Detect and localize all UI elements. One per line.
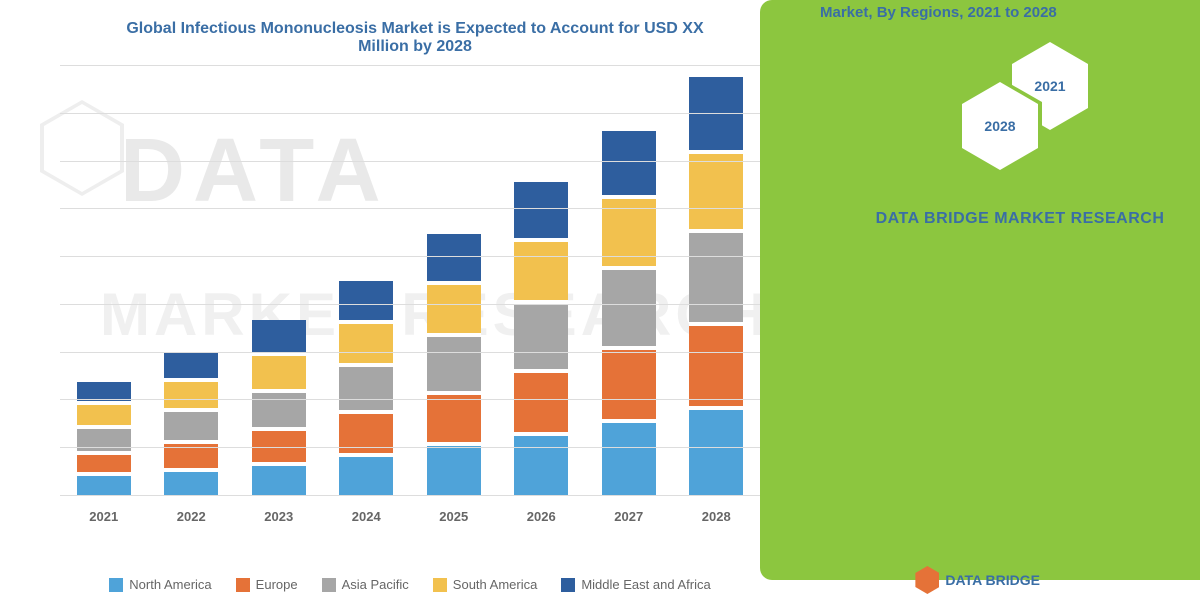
bar-segment bbox=[77, 472, 131, 496]
bar-segment bbox=[602, 419, 656, 496]
legend: North America Europe Asia Pacific South Ame… bbox=[60, 577, 760, 592]
bar-segment bbox=[602, 131, 656, 196]
grid-line bbox=[60, 113, 760, 114]
brand-text: DATA BRIDGE MARKET RESEARCH bbox=[860, 210, 1180, 228]
right-caption: Market, By Regions, 2021 to 2028 bbox=[820, 4, 1190, 21]
legend-item: Asia Pacific bbox=[322, 577, 409, 592]
legend-item: Europe bbox=[236, 577, 298, 592]
bar-segment bbox=[77, 401, 131, 425]
bar-segment bbox=[427, 333, 481, 391]
bar-segment bbox=[514, 300, 568, 369]
bar-segment bbox=[164, 352, 218, 378]
bar-segment bbox=[164, 378, 218, 408]
x-label: 2022 bbox=[164, 509, 218, 524]
bar-segment bbox=[689, 150, 743, 230]
legend-swatch bbox=[561, 578, 575, 592]
bar-segment bbox=[252, 462, 306, 496]
grid-line bbox=[60, 399, 760, 400]
bar-segment bbox=[339, 281, 393, 320]
bar-segment bbox=[339, 363, 393, 410]
grid-line bbox=[60, 208, 760, 209]
grid-line bbox=[60, 352, 760, 353]
chart-plot: 20212022202320242025202620272028 bbox=[60, 66, 760, 496]
legend-swatch bbox=[109, 578, 123, 592]
chart-area: DATA MARKET RESEARCH Global Infectious M… bbox=[0, 0, 800, 600]
grid-line bbox=[60, 447, 760, 448]
grid-line bbox=[60, 256, 760, 257]
bar-segment bbox=[689, 406, 743, 496]
bar-segment bbox=[164, 440, 218, 468]
grid-line bbox=[60, 65, 760, 66]
footer-brand: DATA BRIDGE bbox=[945, 572, 1040, 588]
bar-segment bbox=[339, 320, 393, 363]
bar-segment bbox=[252, 352, 306, 389]
bar-segment bbox=[602, 266, 656, 346]
bar-segment bbox=[252, 427, 306, 461]
bar-segment bbox=[427, 281, 481, 333]
legend-swatch bbox=[322, 578, 336, 592]
page-root: DATA MARKET RESEARCH Global Infectious M… bbox=[0, 0, 1200, 600]
bar-segment bbox=[689, 229, 743, 321]
legend-item: Middle East and Africa bbox=[561, 577, 710, 592]
x-label: 2024 bbox=[339, 509, 393, 524]
legend-label: Europe bbox=[256, 577, 298, 592]
grid-line bbox=[60, 495, 760, 496]
bar-column bbox=[427, 234, 481, 496]
bar-column bbox=[514, 182, 568, 496]
x-axis-labels: 2021 2022 2023 2024 2025 2026 2027 2028 bbox=[60, 509, 760, 524]
bar-column bbox=[252, 320, 306, 496]
bar-segment bbox=[514, 182, 568, 238]
x-label: 2021 bbox=[77, 509, 131, 524]
bar-segment bbox=[514, 238, 568, 300]
bar-segment bbox=[427, 234, 481, 281]
bar-segment bbox=[427, 391, 481, 443]
bar-segment bbox=[164, 408, 218, 440]
legend-swatch bbox=[236, 578, 250, 592]
bar-segment bbox=[602, 346, 656, 419]
right-panel: Market, By Regions, 2021 to 2028 2021 20… bbox=[800, 0, 1200, 600]
legend-item: South America bbox=[433, 577, 538, 592]
bar-segment bbox=[689, 322, 743, 406]
bar-segment bbox=[77, 451, 131, 473]
x-label: 2028 bbox=[689, 509, 743, 524]
legend-swatch bbox=[433, 578, 447, 592]
bar-segment bbox=[514, 432, 568, 497]
grid-line bbox=[60, 304, 760, 305]
bar-group bbox=[60, 66, 760, 496]
bar-column bbox=[602, 131, 656, 496]
bar-column bbox=[339, 281, 393, 496]
legend-label: North America bbox=[129, 577, 211, 592]
legend-label: South America bbox=[453, 577, 538, 592]
x-label: 2026 bbox=[514, 509, 568, 524]
bar-segment bbox=[252, 320, 306, 352]
x-label: 2023 bbox=[252, 509, 306, 524]
bar-segment bbox=[339, 453, 393, 496]
x-label: 2027 bbox=[602, 509, 656, 524]
legend-item: North America bbox=[109, 577, 211, 592]
bar-column bbox=[689, 77, 743, 496]
legend-label: Middle East and Africa bbox=[581, 577, 710, 592]
footer-logo: DATA BRIDGE bbox=[915, 566, 1040, 594]
legend-label: Asia Pacific bbox=[342, 577, 409, 592]
grid-line bbox=[60, 161, 760, 162]
x-label: 2025 bbox=[427, 509, 481, 524]
footer-hex-icon bbox=[915, 566, 939, 594]
bar-segment bbox=[164, 468, 218, 496]
bar-column bbox=[164, 352, 218, 496]
hex-front-label: 2028 bbox=[962, 82, 1038, 170]
chart-title: Global Infectious Mononucleosis Market i… bbox=[60, 20, 770, 56]
bar-segment bbox=[427, 442, 481, 496]
bar-segment bbox=[252, 389, 306, 428]
